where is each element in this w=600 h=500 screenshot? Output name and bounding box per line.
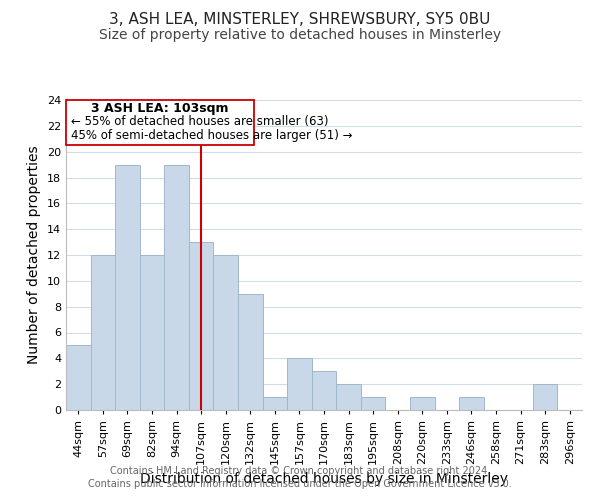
Text: Size of property relative to detached houses in Minsterley: Size of property relative to detached ho… <box>99 28 501 42</box>
Bar <box>214 255 238 410</box>
Bar <box>67 100 254 145</box>
Text: ← 55% of detached houses are smaller (63): ← 55% of detached houses are smaller (63… <box>71 115 329 128</box>
Bar <box>287 358 312 410</box>
Bar <box>459 397 484 410</box>
Text: 3, ASH LEA, MINSTERLEY, SHREWSBURY, SY5 0BU: 3, ASH LEA, MINSTERLEY, SHREWSBURY, SY5 … <box>109 12 491 28</box>
Bar <box>410 397 434 410</box>
Y-axis label: Number of detached properties: Number of detached properties <box>28 146 41 364</box>
Bar <box>312 371 336 410</box>
Bar <box>189 242 214 410</box>
Text: Contains public sector information licensed under the Open Government Licence v3: Contains public sector information licen… <box>88 479 512 489</box>
Bar <box>91 255 115 410</box>
X-axis label: Distribution of detached houses by size in Minsterley: Distribution of detached houses by size … <box>140 472 508 486</box>
Bar <box>361 397 385 410</box>
Bar <box>115 164 140 410</box>
Bar <box>164 164 189 410</box>
Text: Contains HM Land Registry data © Crown copyright and database right 2024.: Contains HM Land Registry data © Crown c… <box>110 466 490 476</box>
Bar <box>140 255 164 410</box>
Bar <box>238 294 263 410</box>
Text: 3 ASH LEA: 103sqm: 3 ASH LEA: 103sqm <box>91 102 229 115</box>
Bar <box>533 384 557 410</box>
Bar <box>336 384 361 410</box>
Text: 45% of semi-detached houses are larger (51) →: 45% of semi-detached houses are larger (… <box>71 129 353 142</box>
Bar <box>263 397 287 410</box>
Bar <box>66 346 91 410</box>
